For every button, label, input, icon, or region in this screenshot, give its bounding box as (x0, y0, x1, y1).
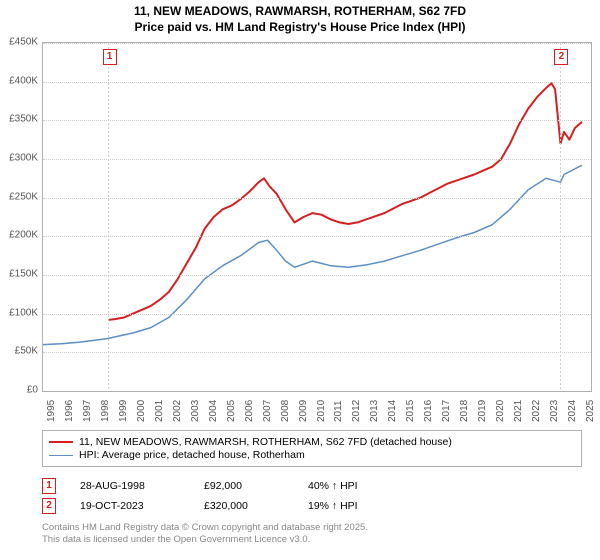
footer-line1: Contains HM Land Registry data © Crown c… (42, 522, 582, 534)
xaxis-tick-label: 2007 (262, 400, 273, 422)
xaxis-tick-label: 2002 (172, 400, 183, 422)
legend-swatch-property (49, 441, 73, 443)
xaxis-tick-label: 1996 (64, 400, 75, 422)
yaxis-tick-label: £400K (9, 75, 38, 86)
event-price: £320,000 (204, 500, 284, 512)
gridline-h (43, 198, 591, 199)
chart-svg (43, 43, 591, 391)
legend-item-hpi: HPI: Average price, detached house, Roth… (49, 449, 575, 461)
chart-container: 11, NEW MEADOWS, RAWMARSH, ROTHERHAM, S6… (0, 0, 600, 560)
xaxis-tick-label: 2025 (585, 400, 596, 422)
xaxis-tick-label: 2000 (136, 400, 147, 422)
xaxis-tick-label: 2013 (369, 400, 380, 422)
xaxis-tick-label: 1998 (100, 400, 111, 422)
event-row: 1 28-AUG-1998 £92,000 40% ↑ HPI (42, 478, 582, 494)
event-marker: 2 (42, 498, 56, 514)
xaxis-tick-label: 1997 (82, 400, 93, 422)
gridline-h (43, 82, 591, 83)
xaxis-tick-label: 2022 (531, 400, 542, 422)
xaxis-tick-label: 2016 (423, 400, 434, 422)
xaxis-tick-label: 2004 (208, 400, 219, 422)
chart-title: 11, NEW MEADOWS, RAWMARSH, ROTHERHAM, S6… (0, 0, 600, 35)
marker-box-1: 1 (103, 49, 117, 65)
yaxis-tick-label: £450K (9, 37, 38, 48)
plot-area: 12 (42, 42, 592, 392)
legend-item-property: 11, NEW MEADOWS, RAWMARSH, ROTHERHAM, S6… (49, 436, 575, 448)
yaxis-tick-label: £350K (9, 114, 38, 125)
yaxis-tick-label: £50K (15, 346, 38, 357)
xaxis-tick-label: 2014 (387, 400, 398, 422)
yaxis-tick-label: £250K (9, 191, 38, 202)
series-line-property (109, 83, 582, 320)
xaxis-tick-label: 2012 (351, 400, 362, 422)
title-line1: 11, NEW MEADOWS, RAWMARSH, ROTHERHAM, S6… (0, 4, 600, 20)
yaxis-tick-label: £0 (27, 385, 38, 396)
legend-box: 11, NEW MEADOWS, RAWMARSH, ROTHERHAM, S6… (42, 430, 582, 467)
xaxis-tick-label: 2017 (441, 400, 452, 422)
gridline-h (43, 352, 591, 353)
event-date: 19-OCT-2023 (80, 500, 180, 512)
gridline-h (43, 314, 591, 315)
xaxis-tick-label: 1999 (118, 400, 129, 422)
xaxis-tick-label: 2010 (316, 400, 327, 422)
legend-label-hpi: HPI: Average price, detached house, Roth… (79, 449, 305, 461)
title-line2: Price paid vs. HM Land Registry's House … (0, 20, 600, 36)
yaxis-tick-label: £300K (9, 153, 38, 164)
yaxis-tick-label: £100K (9, 307, 38, 318)
xaxis-tick-label: 2006 (244, 400, 255, 422)
xaxis-tick-label: 1995 (46, 400, 57, 422)
gridline-h (43, 120, 591, 121)
event-marker: 1 (42, 478, 56, 494)
event-price: £92,000 (204, 480, 284, 492)
marker-box-2: 2 (554, 49, 568, 65)
footer-attribution: Contains HM Land Registry data © Crown c… (42, 522, 582, 547)
gridline-h (43, 275, 591, 276)
xaxis-tick-label: 2024 (567, 400, 578, 422)
xaxis-tick-label: 2009 (298, 400, 309, 422)
yaxis-tick-label: £150K (9, 269, 38, 280)
footer-line2: This data is licensed under the Open Gov… (42, 534, 582, 546)
legend-label-property: 11, NEW MEADOWS, RAWMARSH, ROTHERHAM, S6… (79, 436, 452, 448)
xaxis-tick-label: 2011 (333, 400, 344, 422)
xaxis-tick-label: 2008 (280, 400, 291, 422)
gridline-h (43, 159, 591, 160)
yaxis-tick-label: £200K (9, 230, 38, 241)
xaxis-tick-label: 2018 (459, 400, 470, 422)
xaxis-tick-label: 2023 (549, 400, 560, 422)
event-diff: 40% ↑ HPI (308, 480, 388, 492)
xaxis-tick-label: 2015 (405, 400, 416, 422)
xaxis-tick-label: 2019 (477, 400, 488, 422)
gridline-h (43, 43, 591, 44)
event-diff: 19% ↑ HPI (308, 500, 388, 512)
xaxis-tick-label: 2005 (226, 400, 237, 422)
event-list: 1 28-AUG-1998 £92,000 40% ↑ HPI 2 19-OCT-2023… (42, 474, 582, 518)
xaxis-tick-label: 2001 (154, 400, 165, 422)
event-row: 2 19-OCT-2023 £320,000 19% ↑ HPI (42, 498, 582, 514)
xaxis-tick-label: 2020 (495, 400, 506, 422)
event-date: 28-AUG-1998 (80, 480, 180, 492)
xaxis-tick-label: 2021 (513, 400, 524, 422)
xaxis-labels: 1995 1996 1997 1998 1999 2000 2001 2002 2003 2004… (42, 392, 590, 432)
legend-swatch-hpi (49, 455, 73, 456)
xaxis-tick-label: 2003 (190, 400, 201, 422)
gridline-h (43, 236, 591, 237)
